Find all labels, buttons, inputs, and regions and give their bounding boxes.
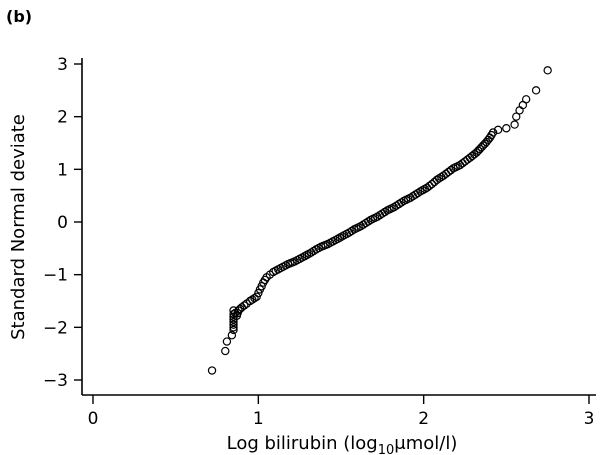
y-tick-label: 0 [57, 213, 68, 233]
data-point [229, 317, 238, 327]
data-point [434, 174, 444, 183]
data-point [229, 323, 238, 332]
data-point [488, 128, 498, 137]
y-tick-label: 3 [57, 55, 68, 75]
y-tick-label: −2 [43, 318, 68, 338]
x-axis-title: Log bilirubin (log10μmol/l) [227, 433, 458, 455]
panel-label: (b) [6, 7, 32, 26]
y-ticks: −3 −2 −1 0 1 2 3 [43, 55, 82, 391]
data-point [521, 95, 531, 104]
x-tick-label: 1 [253, 409, 264, 429]
data-point [227, 331, 237, 340]
data-point [515, 106, 524, 115]
y-tick-label: −1 [43, 266, 68, 286]
data-point [245, 296, 255, 306]
data-points [207, 66, 552, 375]
data-point [432, 175, 442, 185]
data-point [531, 86, 541, 95]
x-axis-title-subscript: 10 [378, 443, 395, 455]
y-tick-label: −3 [43, 371, 68, 391]
y-axis-title: Standard Normal deviate [8, 114, 29, 340]
data-point [502, 124, 511, 133]
data-point [512, 112, 521, 121]
data-point [248, 295, 257, 304]
data-point [207, 366, 217, 375]
data-point [222, 337, 232, 346]
data-point [427, 179, 437, 189]
data-point [543, 66, 552, 75]
x-axis-title-main: Log bilirubin (log [227, 433, 378, 454]
data-point [221, 346, 230, 356]
data-point [229, 325, 238, 335]
data-point [493, 125, 503, 135]
x-ticks: 0 1 2 3 [88, 395, 595, 429]
data-point [510, 120, 519, 129]
x-tick-label: 3 [584, 409, 595, 429]
axes [81, 58, 596, 396]
x-tick-label: 2 [418, 409, 429, 429]
y-tick-label: 2 [57, 108, 68, 128]
y-tick-label: 1 [57, 160, 68, 180]
data-point [229, 320, 238, 329]
x-axis-title-tail: μmol/l) [394, 433, 457, 454]
x-tick-label: 0 [88, 409, 99, 429]
data-point [240, 301, 249, 310]
